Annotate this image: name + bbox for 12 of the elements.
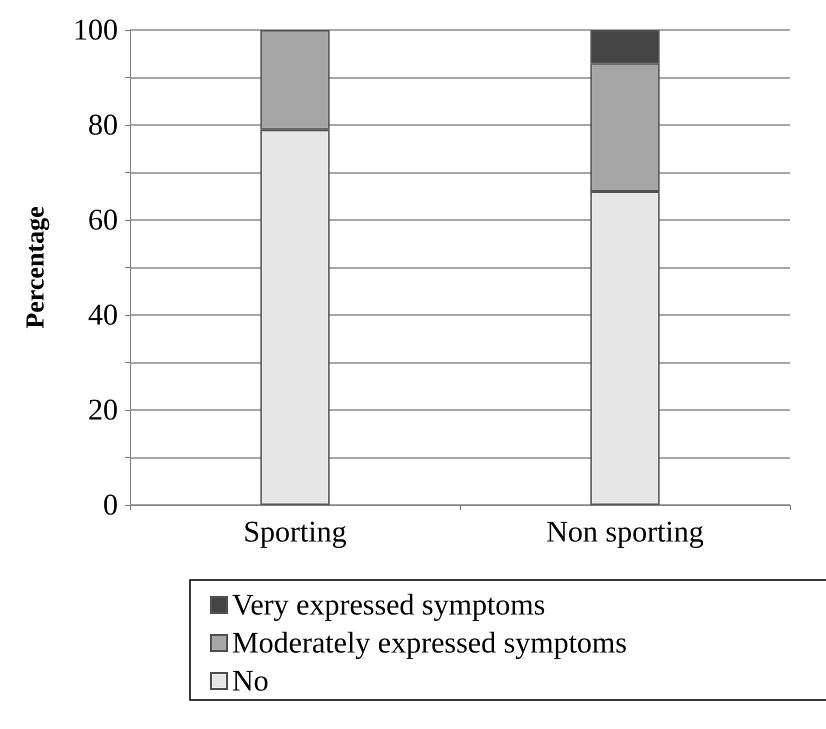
y-tick-label: 100 [73, 14, 118, 46]
y-tick-label: 20 [88, 394, 118, 426]
legend-label: No [232, 664, 269, 698]
y-axis-title: Percentage [20, 206, 50, 329]
y-tick-label: 60 [88, 204, 118, 236]
x-tick-label: Sporting [243, 516, 347, 548]
y-tick-label: 80 [88, 108, 118, 142]
x-tick-label: Non sporting [546, 516, 704, 548]
y-tick-label: 40 [88, 298, 118, 332]
y-tick-label: 0 [103, 488, 118, 522]
legend-label: Moderately expressed symptoms [232, 626, 627, 660]
legend-label: Very expressed symptoms [232, 588, 546, 622]
